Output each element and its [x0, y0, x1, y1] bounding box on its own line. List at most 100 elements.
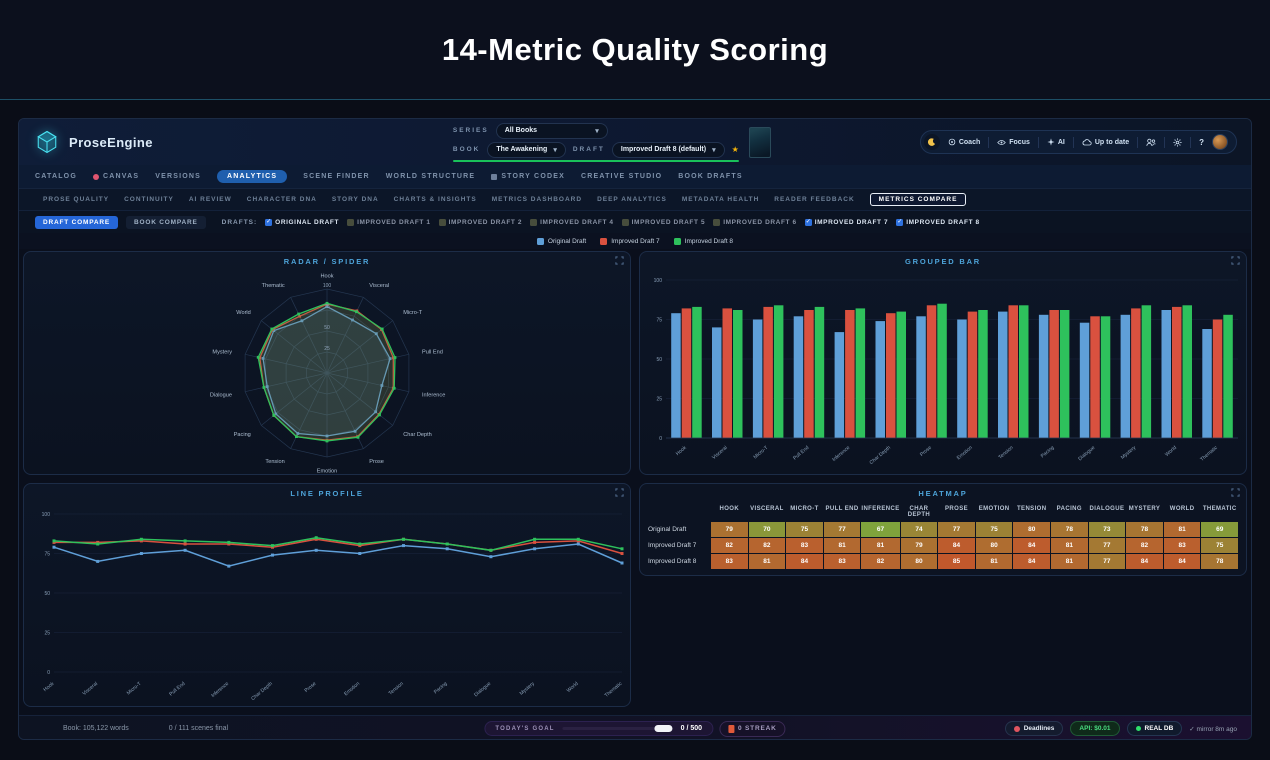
subnav-item-metadata-health[interactable]: METADATA HEALTH: [681, 196, 760, 203]
svg-text:Emotion: Emotion: [343, 681, 361, 698]
nav-item-analytics[interactable]: ANALYTICS: [217, 170, 288, 183]
book-select[interactable]: The Awakening ▾: [487, 141, 566, 158]
draft-checkbox-improved-draft-4[interactable]: IMPROVED DRAFT 4: [530, 218, 614, 226]
status-bar: Book: 105,122 words 0 / 111 scenes final…: [19, 715, 1251, 739]
draft-checkbox-improved-draft-1[interactable]: IMPROVED DRAFT 1: [347, 218, 431, 226]
drafts-label: DRAFTS:: [221, 218, 258, 226]
expand-icon[interactable]: [615, 488, 624, 497]
expand-icon[interactable]: [615, 256, 624, 265]
draft-select[interactable]: Improved Draft 8 (default) ▾: [611, 141, 725, 158]
target-icon: [948, 138, 956, 146]
subnav-item-deep-analytics[interactable]: DEEP ANALYTICS: [597, 196, 667, 203]
subnav-item-continuity[interactable]: CONTINUITY: [124, 196, 174, 203]
sync-status-button[interactable]: Up to date: [1082, 139, 1129, 146]
ai-button[interactable]: AI: [1047, 138, 1065, 146]
svg-text:100: 100: [323, 283, 332, 289]
subnav-item-ai-review[interactable]: AI REVIEW: [188, 196, 232, 203]
expand-icon[interactable]: [1231, 256, 1240, 265]
subnav-item-reader-feedback[interactable]: READER FEEDBACK: [774, 196, 855, 203]
cloud-icon: [1082, 138, 1092, 145]
page-title: 14-Metric Quality Scoring: [441, 31, 829, 67]
nav-item-canvas[interactable]: CANVAS: [92, 173, 139, 180]
subnav-item-character-dna[interactable]: CHARACTER DNA: [246, 196, 317, 203]
heatmap-col-header: MYSTERY: [1128, 506, 1161, 512]
expand-icon[interactable]: [1231, 488, 1240, 497]
heatmap-col-header: INFERENCE: [861, 506, 900, 512]
legend-item-original-draft[interactable]: Original Draft: [536, 237, 586, 245]
svg-text:Prose: Prose: [919, 445, 933, 458]
svg-text:75: 75: [324, 304, 330, 310]
app-header: ProseEngine SERIES All Books ▾ BOOK The A…: [19, 119, 1251, 165]
svg-text:Visceral: Visceral: [369, 283, 389, 289]
svg-text:Inference: Inference: [422, 393, 445, 399]
moon-icon: [928, 137, 936, 146]
legend-item-improved-draft-8[interactable]: Improved Draft 8: [673, 237, 733, 245]
checkbox-checked-icon: ✓: [896, 218, 904, 226]
heatmap-col-header: THEMATIC: [1202, 506, 1237, 512]
checkbox-unchecked-icon: [621, 218, 629, 226]
draft-checkbox-improved-draft-5[interactable]: IMPROVED DRAFT 5: [621, 218, 706, 226]
subnav-item-charts-insights[interactable]: CHARTS & INSIGHTS: [393, 196, 477, 203]
legend-item-improved-draft-7[interactable]: Improved Draft 7: [600, 237, 660, 245]
coach-button[interactable]: Coach: [948, 138, 980, 146]
streak-badge[interactable]: 0 STREAK: [719, 720, 786, 737]
deadlines-button[interactable]: Deadlines: [1004, 721, 1064, 736]
svg-text:Micro-T: Micro-T: [753, 445, 770, 460]
tab-draft-compare[interactable]: DRAFT COMPARE: [35, 215, 118, 229]
brand-logo[interactable]: ProseEngine: [33, 128, 153, 156]
favorite-star-icon[interactable]: ★: [731, 145, 739, 154]
book-cover-thumbnail[interactable]: [748, 126, 771, 158]
heatmap-cell: 80: [1013, 522, 1051, 537]
draft-checkbox-improved-draft-2[interactable]: IMPROVED DRAFT 2: [438, 218, 523, 226]
tab-book-compare[interactable]: BOOK COMPARE: [125, 215, 206, 229]
heatmap-col-header: WORLD: [1169, 506, 1195, 512]
series-select[interactable]: All Books ▾: [495, 122, 608, 139]
nav-item-world-structure[interactable]: WORLD STRUCTURE: [385, 173, 476, 180]
svg-text:75: 75: [656, 318, 662, 324]
dark-mode-toggle[interactable]: [923, 134, 940, 150]
nav-item-scene-finder[interactable]: SCENE FINDER: [303, 173, 370, 180]
active-book-underline: [452, 159, 739, 162]
divider: [1137, 136, 1139, 148]
subnav-item-metrics-dashboard[interactable]: METRICS DASHBOARD: [491, 196, 583, 203]
heatmap-cell: 78: [1126, 522, 1163, 537]
nav-item-creative-studio[interactable]: CREATIVE STUDIO: [580, 173, 663, 180]
heatmap-cell: 79: [711, 522, 748, 537]
draft-checkbox-improved-draft-6[interactable]: IMPROVED DRAFT 6: [713, 218, 797, 226]
help-button[interactable]: ?: [1199, 137, 1204, 147]
svg-text:Pacing: Pacing: [1040, 445, 1056, 460]
checkbox-unchecked-icon: [530, 218, 538, 226]
chevron-down-icon: ▾: [595, 127, 599, 135]
focus-button[interactable]: Focus: [997, 139, 1030, 146]
api-cost-badge[interactable]: API: $0.01: [1070, 721, 1120, 736]
radar-panel: RADAR / SPIDER 25 50 75 100 Hook Visceral Micr…: [23, 251, 631, 475]
real-db-badge[interactable]: REAL DB: [1126, 721, 1183, 736]
grouped-bar-panel-title: GROUPED BAR: [904, 257, 982, 266]
divider: [1072, 136, 1074, 148]
svg-text:Tension: Tension: [998, 445, 1015, 461]
svg-text:Mystery: Mystery: [1120, 445, 1138, 461]
radar-panel-title: RADAR / SPIDER: [283, 257, 371, 266]
title-band: 14-Metric Quality Scoring: [0, 0, 1270, 100]
heatmap-cell: 82: [748, 538, 786, 553]
sparkle-icon: [1047, 138, 1055, 146]
draft-checkbox-original-draft[interactable]: ✓ ORIGINAL DRAFT: [265, 218, 340, 226]
users-icon[interactable]: [1146, 138, 1156, 147]
svg-text:Pull End: Pull End: [168, 681, 186, 698]
todays-goal-widget: TODAY'S GOAL 0 / 500 0 STREAK: [484, 720, 786, 737]
word-count: Book: 105,122 words: [63, 725, 129, 732]
nav-item-catalog[interactable]: CATALOG: [35, 173, 77, 180]
nav-item-story-codex[interactable]: STORY CODEX: [491, 173, 565, 180]
nav-item-versions[interactable]: VERSIONS: [155, 173, 201, 180]
subnav-item-prose-quality[interactable]: PROSE QUALITY: [43, 196, 110, 203]
heatmap-cell: 69: [1201, 522, 1238, 537]
subnav-item-story-dna[interactable]: STORY DNA: [331, 196, 379, 203]
subnav-item-metrics-compare[interactable]: METRICS COMPARE: [869, 193, 967, 206]
draft-checkbox-improved-draft-8[interactable]: ✓ IMPROVED DRAFT 8: [896, 218, 980, 226]
grouped-bar-chart: 0 25 50 75 100 Hook Visceral Micro-T Pull End Inf…: [640, 268, 1246, 474]
gear-icon[interactable]: [1173, 137, 1182, 147]
user-avatar[interactable]: [1212, 134, 1228, 150]
draft-checkbox-improved-draft-7[interactable]: ✓ IMPROVED DRAFT 7: [804, 218, 889, 226]
deadline-icon: [1013, 725, 1020, 732]
nav-item-book-drafts[interactable]: BOOK DRAFTS: [678, 173, 743, 180]
